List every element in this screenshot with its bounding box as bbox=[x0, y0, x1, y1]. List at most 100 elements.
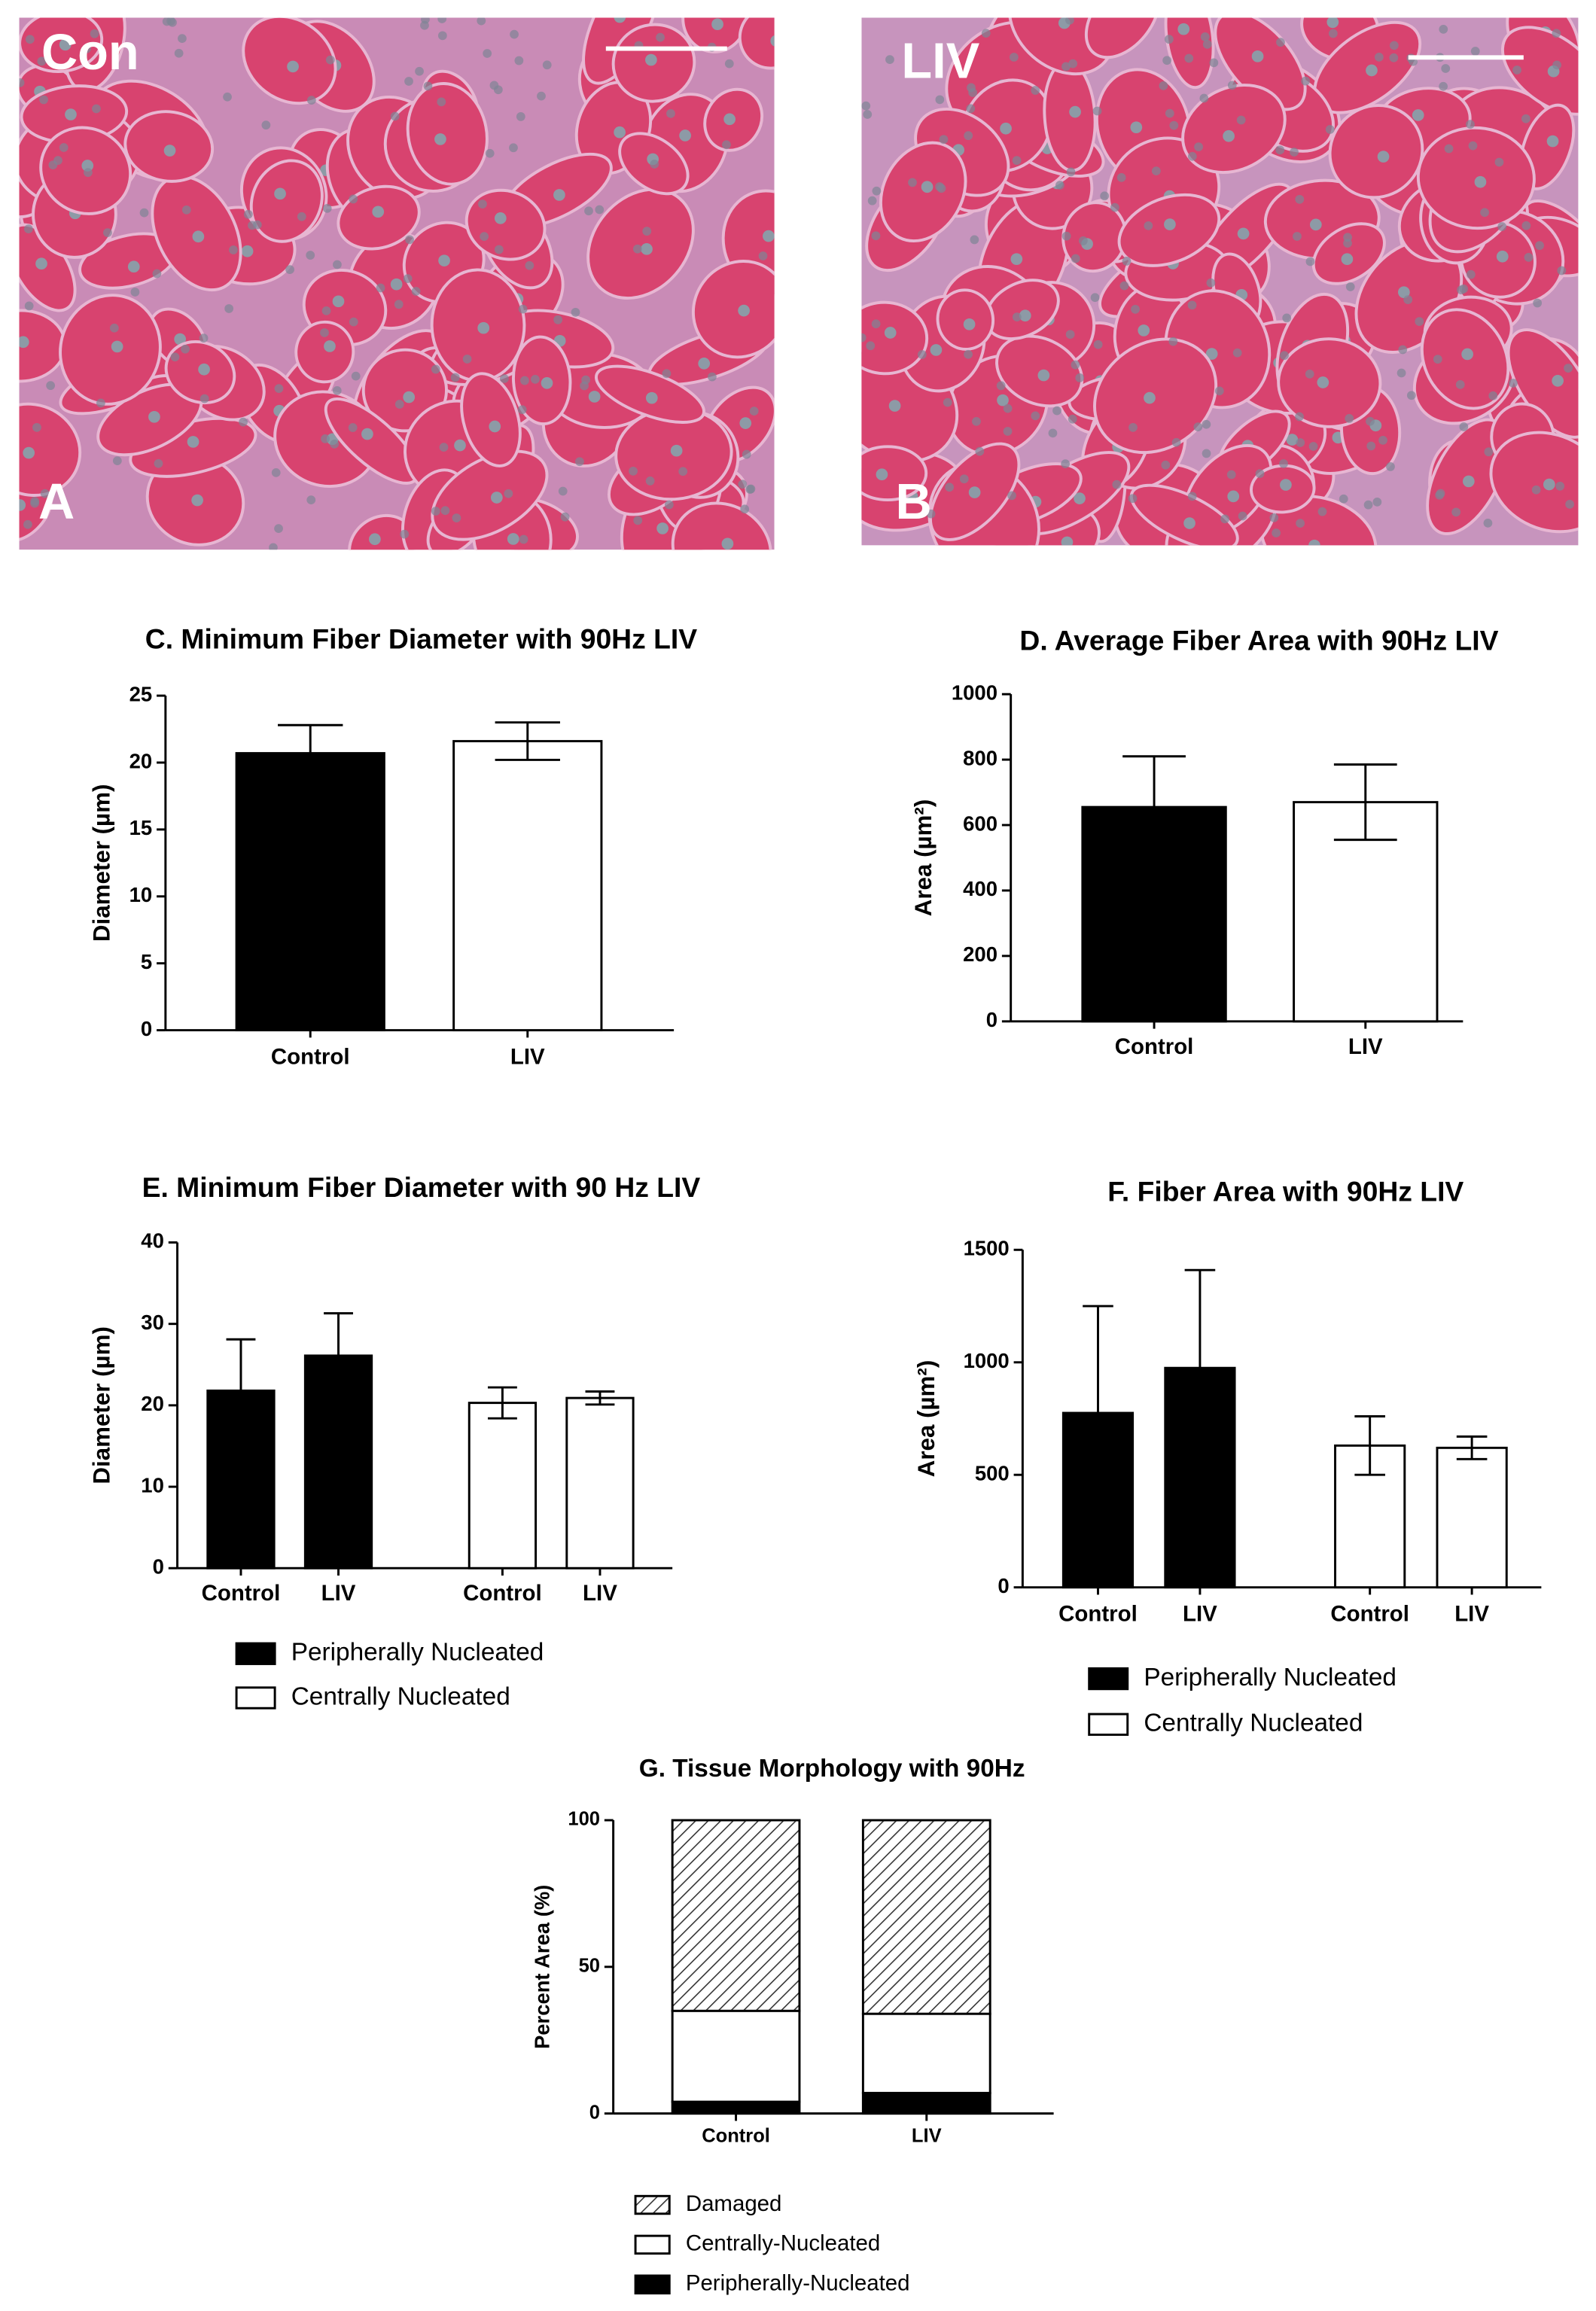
nucleus bbox=[420, 20, 429, 30]
nucleus bbox=[1466, 269, 1476, 279]
nucleus bbox=[1372, 497, 1382, 507]
nucleus bbox=[53, 156, 62, 166]
nucleus bbox=[1092, 106, 1102, 116]
nucleus bbox=[25, 35, 35, 44]
nucleus bbox=[666, 108, 675, 118]
nucleus bbox=[1343, 233, 1352, 242]
nucleus bbox=[1202, 39, 1212, 49]
nucleus bbox=[480, 232, 489, 241]
nucleus bbox=[440, 506, 450, 516]
nucleus bbox=[1200, 32, 1210, 41]
y-tick-label: 40 bbox=[141, 1229, 164, 1253]
nucleus bbox=[1521, 114, 1531, 123]
nucleus bbox=[376, 283, 385, 293]
nucleus bbox=[964, 349, 973, 359]
nucleus bbox=[738, 304, 750, 317]
nucleus bbox=[1009, 53, 1019, 62]
nucleus bbox=[1543, 478, 1555, 491]
nucleus bbox=[65, 108, 77, 120]
x-tick-label: LIV bbox=[510, 1045, 545, 1070]
nucleus bbox=[1000, 122, 1012, 135]
nucleus bbox=[23, 224, 33, 233]
nucleus bbox=[507, 533, 519, 545]
nucleus bbox=[642, 227, 652, 236]
nucleus bbox=[192, 230, 205, 243]
nucleus bbox=[1564, 364, 1573, 373]
nucleus bbox=[656, 32, 665, 42]
nucleus bbox=[1187, 300, 1197, 310]
nucleus bbox=[489, 420, 501, 433]
nucleus bbox=[187, 436, 200, 448]
nucleus bbox=[198, 363, 210, 376]
nucleus bbox=[1128, 422, 1138, 432]
nucleus bbox=[739, 417, 752, 429]
nucleus bbox=[332, 386, 342, 395]
nucleus bbox=[633, 516, 643, 525]
nucleus bbox=[866, 341, 876, 351]
fiber bbox=[431, 449, 549, 541]
nucleus bbox=[415, 66, 424, 76]
nucleus bbox=[1227, 490, 1240, 503]
fiber bbox=[861, 445, 928, 502]
nucleus bbox=[1251, 50, 1264, 62]
nucleus bbox=[1048, 428, 1058, 438]
nucleus bbox=[330, 439, 340, 449]
nucleus bbox=[239, 417, 248, 427]
nucleus bbox=[560, 512, 570, 522]
y-tick-label: 0 bbox=[141, 1017, 152, 1040]
y-tick-label: 25 bbox=[129, 682, 153, 705]
nucleus bbox=[1403, 295, 1413, 304]
nucleus bbox=[510, 29, 519, 39]
nucleus bbox=[1552, 29, 1561, 38]
nucleus bbox=[679, 129, 691, 142]
fiber bbox=[1084, 17, 1161, 59]
y-tick-label: 50 bbox=[579, 1956, 600, 1977]
nucleus bbox=[1325, 125, 1335, 134]
error-bar bbox=[1456, 1435, 1488, 1460]
nucleus bbox=[1366, 441, 1376, 451]
nucleus bbox=[1552, 375, 1564, 387]
nucleus bbox=[450, 373, 460, 382]
nucleus bbox=[1457, 285, 1466, 295]
nucleus bbox=[1366, 416, 1375, 426]
nucleus bbox=[96, 398, 105, 408]
nucleus bbox=[738, 480, 748, 489]
nucleus bbox=[297, 212, 306, 221]
nucleus bbox=[542, 60, 552, 70]
nucleus bbox=[1061, 62, 1071, 72]
nucleus bbox=[1168, 336, 1178, 346]
bar bbox=[565, 1396, 635, 1570]
nucleus bbox=[575, 457, 584, 467]
nucleus bbox=[434, 133, 446, 145]
nucleus bbox=[1305, 257, 1315, 266]
legend-label: Damaged bbox=[686, 2191, 782, 2216]
nucleus bbox=[1565, 500, 1574, 509]
nucleus bbox=[1328, 29, 1338, 38]
nucleus bbox=[945, 483, 955, 492]
error-bar bbox=[1184, 1268, 1216, 1467]
nucleus bbox=[1451, 507, 1461, 517]
nucleus bbox=[553, 189, 565, 201]
y-axis-label: Diameter (µm) bbox=[89, 1326, 115, 1484]
nucleus bbox=[1227, 81, 1237, 90]
nucleus bbox=[1339, 494, 1348, 504]
nucleus bbox=[1552, 60, 1561, 70]
error-bar bbox=[1333, 763, 1397, 842]
nucleus bbox=[285, 265, 294, 274]
nucleus bbox=[970, 235, 979, 245]
y-axis-label: Percent Area (%) bbox=[531, 1885, 554, 2049]
nucleus bbox=[504, 489, 513, 498]
nucleus bbox=[645, 477, 655, 486]
nucleus bbox=[170, 352, 180, 362]
nucleus bbox=[306, 251, 315, 260]
nucleus bbox=[1061, 536, 1074, 546]
nucleus bbox=[525, 260, 535, 270]
bar bbox=[861, 1819, 991, 2015]
nucleus bbox=[499, 374, 509, 383]
nucleus bbox=[168, 17, 177, 27]
nucleus bbox=[477, 321, 490, 334]
nucleus bbox=[1161, 460, 1171, 470]
nucleus bbox=[888, 400, 901, 412]
nucleus bbox=[1012, 312, 1022, 321]
legend-label: Peripherally Nucleated bbox=[1144, 1664, 1396, 1691]
